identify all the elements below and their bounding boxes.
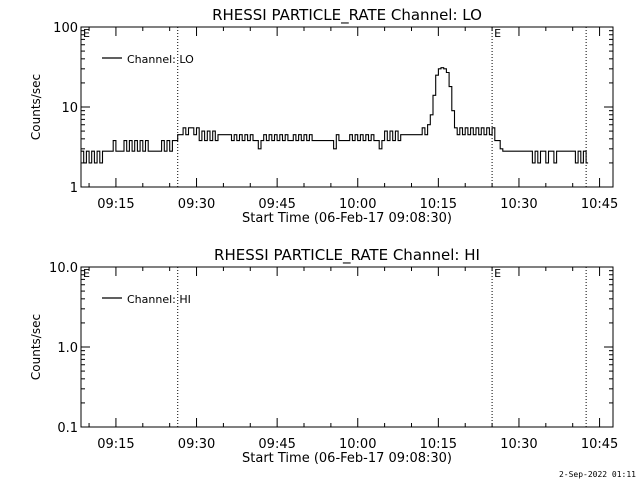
plot-timestamp: 2-Sep-2022 01:11	[558, 470, 636, 479]
x-tick-label: 09:30	[178, 197, 215, 212]
y-tick-label: 100	[53, 21, 78, 36]
time-marker-label: E	[494, 27, 501, 40]
y-axis-label: Counts/sec	[29, 74, 43, 140]
x-tick-label: 09:15	[97, 197, 134, 212]
chart-title: RHESSI PARTICLE_RATE Channel: LO	[212, 6, 482, 25]
x-tick-label: 10:00	[339, 197, 376, 212]
x-tick-label: 10:45	[581, 437, 618, 452]
plot-frame	[80, 266, 614, 428]
x-tick-label: 10:15	[420, 197, 457, 212]
x-tick-label: 09:15	[97, 437, 134, 452]
chart-panel-lo: RHESSI PARTICLE_RATE Channel: LO Counts/s…	[29, 6, 618, 226]
legend-label: Channel: LO	[127, 53, 194, 66]
y-axis-label: Counts/sec	[29, 314, 43, 380]
x-tick-label: 10:00	[339, 437, 376, 452]
legend-label: Channel: HI	[127, 293, 191, 306]
series-line-0	[81, 67, 589, 164]
y-tick-label: 10	[61, 101, 78, 116]
x-tick-label: 10:30	[500, 437, 537, 452]
time-marker-label: E	[83, 27, 90, 40]
y-tick-label: 1.0	[57, 341, 78, 356]
y-tick-label: 10.0	[49, 261, 78, 276]
x-axis-label: Start Time (06-Feb-17 09:08:30)	[242, 451, 452, 466]
chart-panel-hi: RHESSI PARTICLE_RATE Channel: HI Counts/s…	[29, 246, 618, 466]
time-marker-label: E	[494, 267, 501, 280]
time-marker-label: E	[83, 267, 90, 280]
chart-title: RHESSI PARTICLE_RATE Channel: HI	[214, 246, 480, 265]
x-tick-label: 09:45	[258, 197, 295, 212]
x-tick-label: 09:30	[178, 437, 215, 452]
y-tick-label: 1	[70, 181, 78, 196]
x-tick-label: 10:15	[420, 437, 457, 452]
x-axis-label: Start Time (06-Feb-17 09:08:30)	[242, 211, 452, 226]
x-tick-label: 10:30	[500, 197, 537, 212]
x-tick-label: 10:45	[581, 197, 618, 212]
y-tick-label: 0.1	[57, 421, 78, 436]
x-tick-label: 09:45	[258, 437, 295, 452]
